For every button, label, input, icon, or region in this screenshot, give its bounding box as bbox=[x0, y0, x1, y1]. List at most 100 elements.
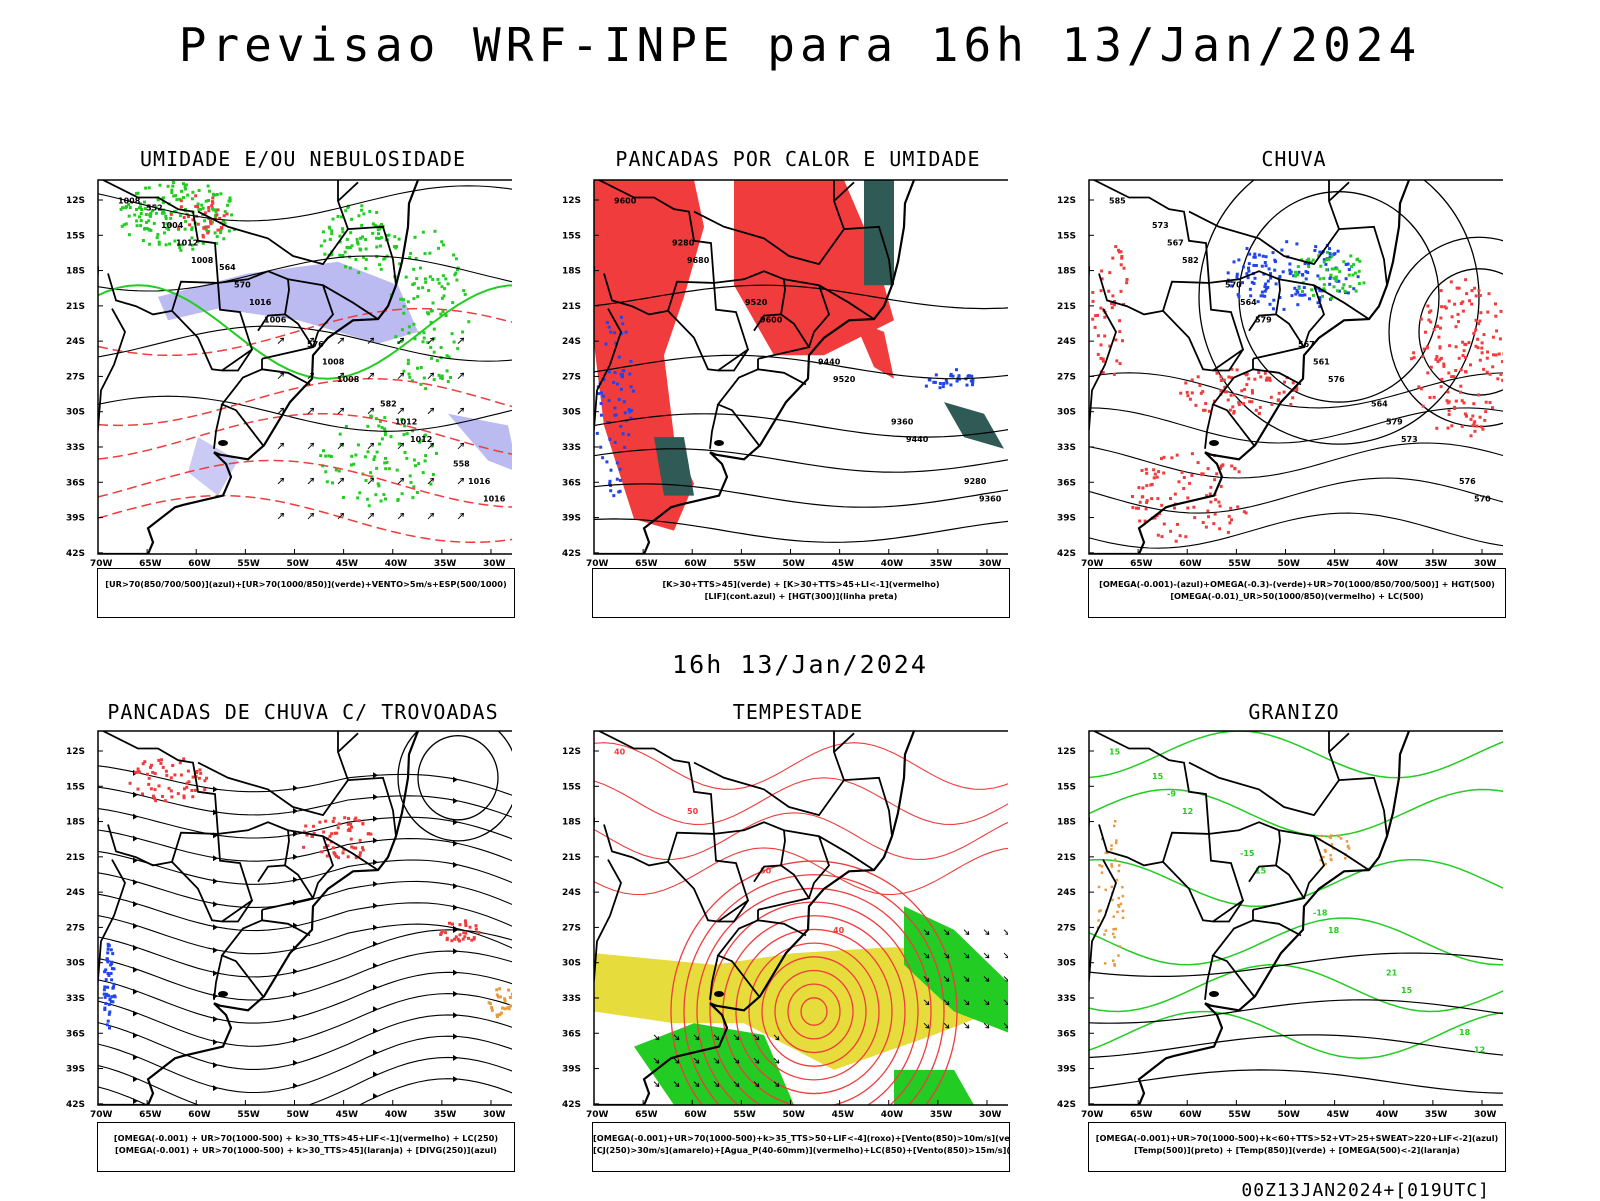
storm-red bbox=[143, 760, 147, 764]
omega-orange bbox=[1112, 928, 1115, 931]
omega-blue bbox=[1346, 262, 1350, 266]
map-frame bbox=[593, 179, 1008, 555]
wind-vector bbox=[943, 929, 950, 935]
lifted-index-blue bbox=[970, 374, 974, 378]
omega-orange bbox=[1113, 963, 1116, 966]
storm-orange bbox=[495, 993, 499, 997]
lat-tick-label: 36S bbox=[562, 1029, 581, 1039]
omega-blue bbox=[1356, 275, 1360, 279]
storm-red bbox=[458, 923, 462, 927]
lon-tick-label: 50W bbox=[1277, 559, 1300, 567]
lat-tick-label: 39S bbox=[562, 514, 581, 524]
humidity-green bbox=[421, 340, 425, 344]
humidity-green bbox=[350, 217, 354, 221]
humidity-green bbox=[190, 228, 194, 231]
rain-red bbox=[1419, 317, 1423, 321]
streamline bbox=[133, 966, 138, 973]
streamline bbox=[133, 791, 138, 798]
rain-red bbox=[1186, 496, 1190, 500]
rain-red bbox=[1454, 369, 1458, 372]
humidity-green bbox=[402, 369, 406, 373]
rain-red bbox=[1459, 302, 1463, 305]
lifted-index-blue bbox=[615, 461, 619, 465]
streamline bbox=[133, 1032, 138, 1039]
humidity-green bbox=[191, 190, 195, 194]
wind-vector bbox=[310, 407, 315, 412]
humidity-green bbox=[219, 228, 223, 232]
omega-orange bbox=[1339, 837, 1343, 840]
legend-line: [Temp(500)](preto) + [Temp(850)](verde) … bbox=[1134, 1145, 1460, 1155]
wind-vector bbox=[965, 954, 970, 959]
lifted-index-blue bbox=[619, 387, 623, 391]
lat-tick-label: 24S bbox=[562, 888, 581, 898]
rain-red bbox=[1138, 519, 1142, 523]
omega-orange bbox=[1329, 857, 1333, 861]
rain-red bbox=[1156, 497, 1160, 501]
thickness-contour bbox=[98, 307, 512, 357]
divergence-blue bbox=[110, 995, 114, 999]
lifted-index-blue bbox=[941, 385, 945, 389]
omega-green bbox=[1326, 250, 1330, 254]
lon-tick-label: 30W bbox=[1474, 559, 1497, 567]
rain-red bbox=[1445, 399, 1449, 403]
lat-tick-label: 21S bbox=[562, 853, 581, 863]
wind-vector bbox=[277, 372, 284, 380]
humidity-green bbox=[139, 219, 143, 223]
state-border bbox=[312, 835, 335, 899]
divergence-blue bbox=[102, 992, 106, 996]
streamline bbox=[133, 1010, 138, 1017]
rain-red bbox=[1421, 355, 1425, 359]
humidity-red bbox=[194, 194, 198, 198]
lon-tick-label: 70W bbox=[1081, 1110, 1104, 1118]
wind-vector bbox=[653, 1057, 660, 1064]
lon-tick-label: 50W bbox=[782, 559, 805, 567]
lifted-index-blue bbox=[629, 385, 633, 389]
lat-tick-label: 21S bbox=[1057, 302, 1076, 312]
rain-red bbox=[1110, 306, 1114, 310]
storm-orange bbox=[503, 999, 507, 1003]
lifted-index-blue bbox=[618, 478, 622, 482]
rain-red bbox=[1237, 403, 1241, 407]
humidity-green bbox=[428, 251, 432, 255]
humidity-green bbox=[341, 227, 344, 231]
omega-blue bbox=[1347, 268, 1351, 271]
state-border bbox=[1204, 404, 1214, 449]
rain-red bbox=[1120, 255, 1124, 258]
wind-vector bbox=[400, 512, 405, 517]
lifted-index-blue bbox=[621, 322, 625, 326]
humidity-green bbox=[433, 229, 437, 233]
wind-vector bbox=[1003, 1022, 1008, 1028]
humidity-green bbox=[429, 320, 433, 324]
rain-red bbox=[1119, 263, 1123, 267]
omega-blue bbox=[1304, 277, 1308, 281]
streamline bbox=[453, 904, 458, 911]
rain-red bbox=[1473, 429, 1477, 433]
rain-red bbox=[1498, 337, 1502, 341]
lifted-index-blue bbox=[621, 432, 625, 436]
storm-red bbox=[318, 820, 322, 824]
omega-green bbox=[1327, 257, 1331, 261]
rain-red bbox=[1096, 352, 1100, 356]
contour-label: 1016 bbox=[483, 494, 506, 503]
rain-red bbox=[1243, 387, 1247, 391]
rain-red bbox=[1114, 338, 1118, 342]
rain-red bbox=[1184, 381, 1188, 385]
humidity-green bbox=[383, 433, 387, 437]
rain-red bbox=[1501, 378, 1503, 382]
rain-red bbox=[1448, 344, 1452, 348]
humidity-green bbox=[349, 231, 353, 235]
storm-red bbox=[331, 846, 335, 850]
humidity-green bbox=[144, 213, 148, 216]
humidity-green bbox=[321, 230, 325, 234]
lifted-index-blue bbox=[599, 402, 603, 405]
contour-label: -15 bbox=[1240, 849, 1255, 858]
wind-vector bbox=[753, 1034, 760, 1041]
storm-red bbox=[462, 931, 466, 935]
omega-blue bbox=[1344, 263, 1348, 266]
rain-red bbox=[1439, 356, 1443, 360]
state-border bbox=[261, 864, 315, 911]
lon-tick-label: 45W bbox=[336, 1110, 359, 1118]
contour-label: 582 bbox=[1182, 256, 1199, 265]
omega-blue bbox=[1271, 251, 1275, 255]
humidity-red bbox=[196, 222, 200, 226]
